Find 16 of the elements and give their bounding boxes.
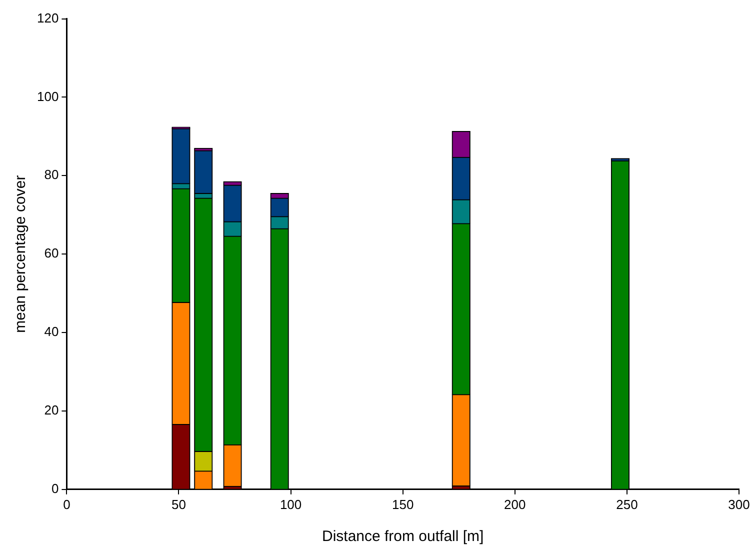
y-tick-label: 40 xyxy=(44,324,59,340)
y-tick-label: 120 xyxy=(36,10,59,26)
x-tick-label: 250 xyxy=(616,496,638,512)
x-tick-label: 0 xyxy=(63,496,70,512)
y-tick-label: 80 xyxy=(44,167,59,182)
x-tick-label: 100 xyxy=(280,496,302,512)
x-tick-label: 200 xyxy=(504,496,526,512)
y-tick-label: 0 xyxy=(51,480,59,496)
y-tick-label: 100 xyxy=(36,88,59,104)
x-tick-label: 300 xyxy=(728,496,750,512)
x-axis-title: Distance from outfall [m] xyxy=(322,528,484,546)
y-tick-label: 60 xyxy=(44,246,59,261)
y-axis-title: mean percentage cover xyxy=(12,175,30,333)
x-tick-label: 150 xyxy=(392,496,414,512)
x-tick-label: 50 xyxy=(172,496,186,512)
y-tick-label: 20 xyxy=(44,402,59,418)
